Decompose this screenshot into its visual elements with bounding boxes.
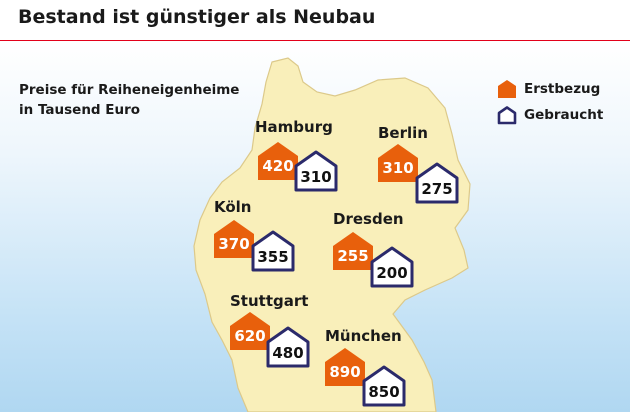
erstbezug-house-icon bbox=[258, 142, 298, 180]
city-label: Berlin bbox=[378, 124, 428, 142]
erstbezug-price: 310 bbox=[382, 159, 413, 177]
city-label: Hamburg bbox=[255, 118, 333, 136]
city-label: Dresden bbox=[333, 210, 404, 228]
gebraucht-house-icon bbox=[294, 150, 338, 192]
city-group: München 890 850 bbox=[325, 327, 406, 407]
subtitle-line: Preise für Reiheneigenheime bbox=[19, 82, 240, 98]
city-group: Stuttgart 620 480 bbox=[230, 292, 310, 368]
gebraucht-house-icon bbox=[251, 230, 295, 272]
subtitle-line: in Tausend Euro bbox=[19, 102, 141, 118]
city-label: München bbox=[325, 327, 402, 345]
city-label: Stuttgart bbox=[230, 292, 308, 310]
gebraucht-price: 480 bbox=[272, 344, 303, 362]
house-filled-icon bbox=[498, 80, 516, 98]
gebraucht-house-icon bbox=[266, 326, 310, 368]
header-bar: Bestand ist günstiger als Neubau bbox=[0, 0, 630, 41]
gebraucht-price: 850 bbox=[368, 383, 399, 401]
erstbezug-house-icon bbox=[230, 312, 270, 350]
gebraucht-house-icon bbox=[415, 162, 459, 204]
city-group: Köln 370 355 bbox=[214, 198, 295, 272]
gebraucht-house-icon bbox=[362, 365, 406, 407]
gebraucht-house-icon bbox=[370, 246, 414, 288]
city-label: Köln bbox=[214, 198, 252, 216]
erstbezug-house-icon bbox=[333, 232, 373, 270]
house-outline-icon bbox=[497, 106, 517, 125]
city-group: Berlin 310 275 bbox=[378, 124, 459, 204]
gebraucht-price: 275 bbox=[421, 180, 452, 198]
map-subtitle: Preise für Reiheneigenheime in Tausend E… bbox=[19, 80, 239, 120]
erstbezug-price: 620 bbox=[234, 327, 265, 345]
erstbezug-house-icon bbox=[214, 220, 254, 258]
gebraucht-price: 310 bbox=[300, 168, 331, 186]
erstbezug-price: 420 bbox=[262, 157, 293, 175]
erstbezug-house-icon bbox=[378, 144, 418, 182]
legend-label: Erstbezug bbox=[524, 81, 601, 97]
erstbezug-price: 890 bbox=[329, 363, 360, 381]
erstbezug-price: 255 bbox=[337, 247, 368, 265]
gebraucht-price: 355 bbox=[257, 248, 288, 266]
legend: Erstbezug Gebraucht bbox=[496, 76, 603, 128]
legend-item-gebraucht: Gebraucht bbox=[496, 102, 603, 128]
page-title: Bestand ist günstiger als Neubau bbox=[18, 6, 376, 28]
legend-label: Gebraucht bbox=[524, 107, 604, 123]
erstbezug-price: 370 bbox=[218, 235, 249, 253]
city-group: Dresden 255 200 bbox=[333, 210, 414, 288]
city-group: Hamburg 420 310 bbox=[255, 118, 338, 192]
map-area: Hamburg 420 310 Berlin 310 275 Köln 370 355 Dresd… bbox=[0, 42, 630, 412]
legend-item-erstbezug: Erstbezug bbox=[496, 76, 603, 102]
gebraucht-price: 200 bbox=[376, 264, 407, 282]
erstbezug-house-icon bbox=[325, 348, 365, 386]
germany-map: Hamburg 420 310 Berlin 310 275 Köln 370 355 Dresd… bbox=[193, 57, 471, 412]
